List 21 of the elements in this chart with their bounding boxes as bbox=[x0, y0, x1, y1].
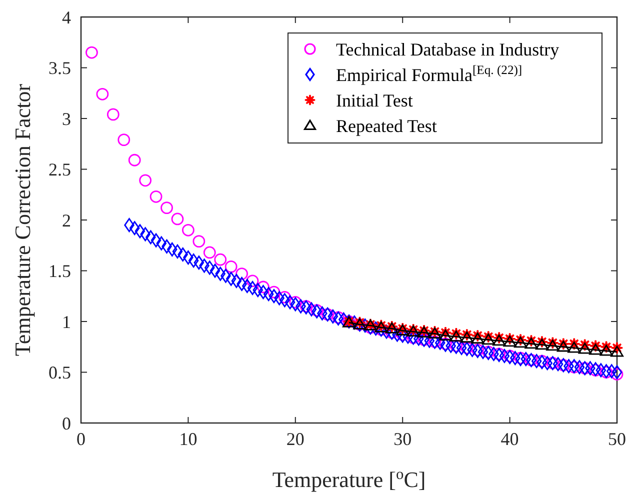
legend-label: Initial Test bbox=[336, 90, 413, 110]
y-tick-label: 1 bbox=[62, 312, 71, 332]
legend-label: Empirical Formula$^{[Eq. (22)]}$ bbox=[336, 62, 522, 85]
y-tick-label: 0 bbox=[62, 413, 71, 434]
y-tick-label: 4 bbox=[62, 7, 71, 28]
x-tick-label: 30 bbox=[394, 429, 412, 449]
legend-label: Repeated Test bbox=[336, 116, 437, 136]
x-tick-label: 20 bbox=[286, 429, 304, 449]
y-axis-title: Temperature Correction Factor bbox=[10, 83, 35, 356]
x-tick-label: 50 bbox=[608, 429, 626, 449]
y-tick-label: 1.5 bbox=[48, 261, 71, 282]
y-tick-label: 3.5 bbox=[48, 58, 71, 78]
x-tick-label: 0 bbox=[76, 429, 86, 449]
x-tick-label: 40 bbox=[500, 429, 519, 449]
y-tick-label: 2.5 bbox=[48, 160, 71, 180]
legend-label: Technical Database in Industry bbox=[336, 39, 560, 60]
y-tick-label: 3 bbox=[62, 108, 71, 129]
y-tick-label: 0.5 bbox=[48, 362, 71, 383]
x-tick-label: 10 bbox=[179, 429, 198, 449]
x-axis-title: Temperature [$^{o}$C] bbox=[272, 466, 426, 492]
y-tick-label: 2 bbox=[62, 210, 71, 230]
